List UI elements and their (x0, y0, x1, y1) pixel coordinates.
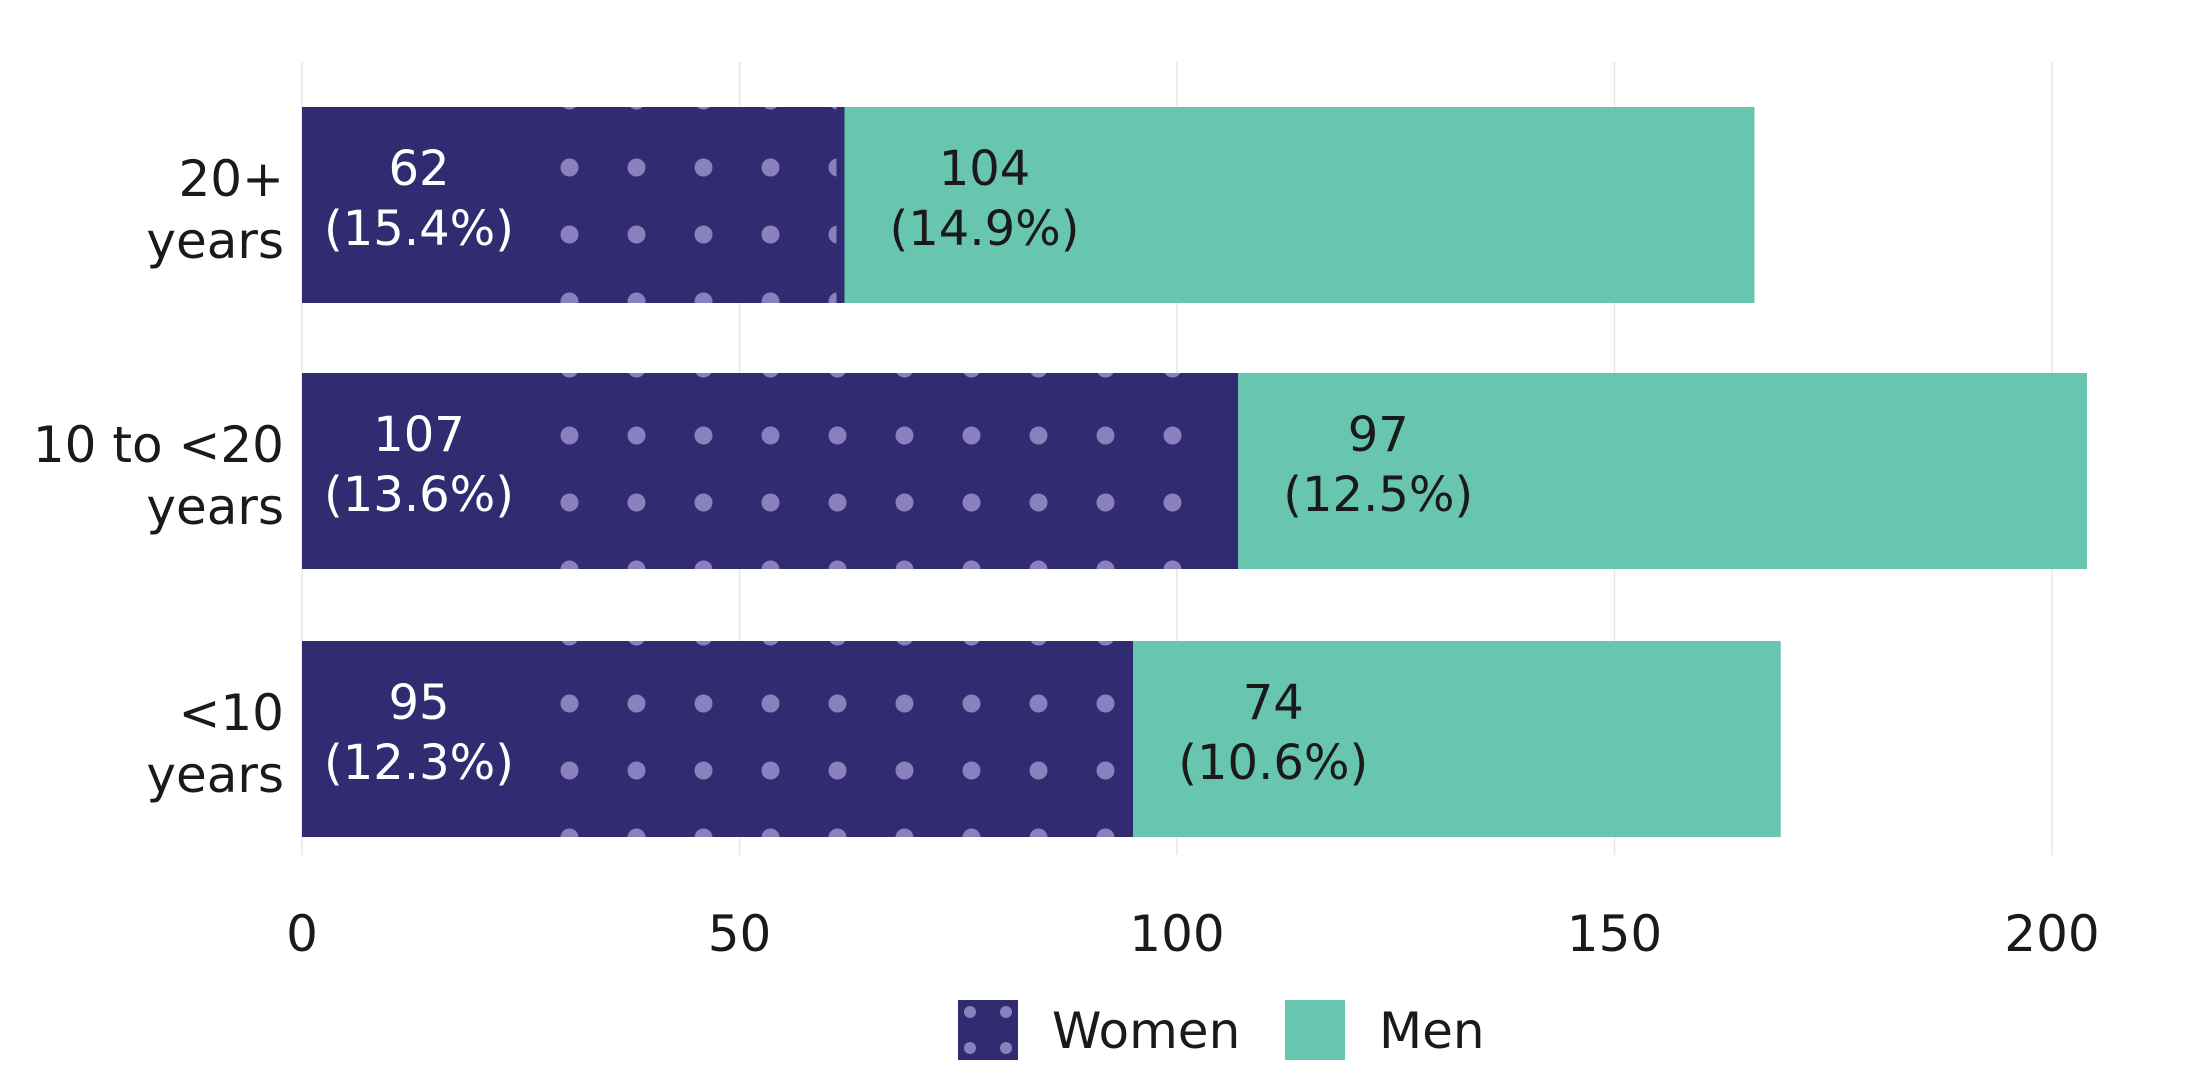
category-label: years (146, 212, 284, 270)
legend: Women Men (958, 1000, 1485, 1060)
legend-dot (1000, 1006, 1012, 1018)
data-label-women-pct: (15.4%) (324, 201, 514, 257)
bars (302, 107, 2087, 837)
data-label-men-value: 97 (1348, 407, 1409, 463)
bar-men (844, 107, 1755, 303)
x-tick-label: 100 (1129, 905, 1224, 963)
category-label: 10 to <20 (33, 416, 284, 474)
category-label: years (146, 746, 284, 804)
data-label-women-value: 95 (388, 675, 449, 731)
data-label-men-pct: (12.5%) (1283, 467, 1473, 523)
data-label-women-pct: (12.3%) (324, 735, 514, 791)
x-tick-label: 0 (286, 905, 318, 963)
category-label: years (146, 478, 284, 536)
bar-women-dots (518, 107, 837, 303)
x-tick-label: 150 (1567, 905, 1662, 963)
bar-women-dots (518, 641, 1126, 837)
legend-label-women: Women (1052, 1002, 1240, 1060)
category-label: 20+ (178, 150, 284, 208)
x-tick-label: 50 (708, 905, 772, 963)
data-label-women-value: 62 (388, 141, 449, 197)
bar-men (1133, 641, 1781, 837)
data-label-men-pct: (10.6%) (1178, 735, 1368, 791)
data-label-men-value: 104 (939, 141, 1031, 197)
legend-dot (964, 1042, 976, 1054)
legend-label-men: Men (1379, 1002, 1485, 1060)
legend-swatch-men (1285, 1000, 1345, 1060)
x-tick-label: 200 (2004, 905, 2099, 963)
legend-dot (1000, 1042, 1012, 1054)
data-label-women-value: 107 (373, 407, 465, 463)
bar-men (1238, 373, 2087, 569)
data-label-women-pct: (13.6%) (324, 467, 514, 523)
data-labels: 62(15.4%) 104(14.9%) 107(13.6%) 97(12.5%) 95… (324, 141, 1473, 791)
legend-dot (964, 1006, 976, 1018)
data-label-men-pct: (14.9%) (890, 201, 1080, 257)
category-label: <10 (178, 684, 284, 742)
data-label-men-value: 74 (1243, 675, 1304, 731)
bar-women-dots (518, 373, 1231, 569)
